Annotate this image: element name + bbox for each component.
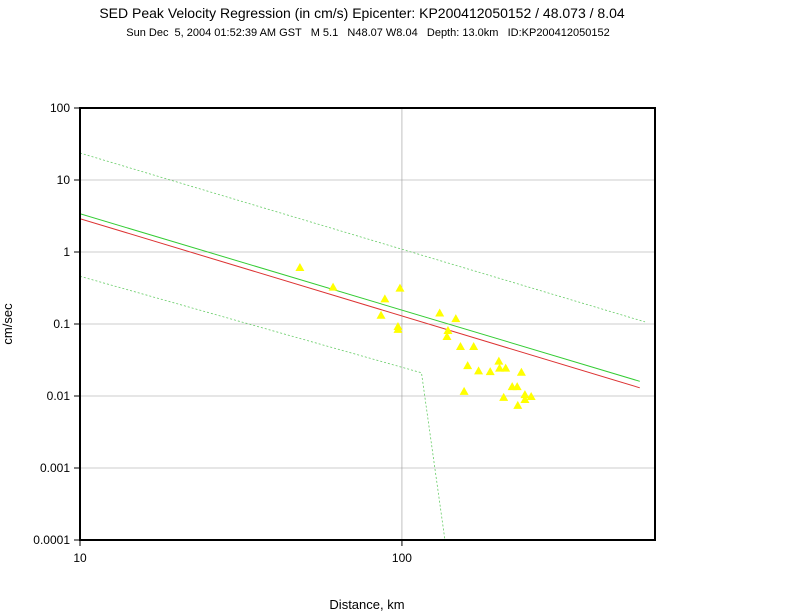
- data-point: [469, 341, 479, 350]
- chart-title: SED Peak Velocity Regression (in cm/s) E…: [99, 5, 625, 21]
- x-tick-label: 10: [73, 551, 87, 565]
- data-point: [520, 394, 530, 403]
- data-point: [295, 262, 305, 271]
- data-point: [501, 363, 511, 372]
- plot-frame: [79, 107, 656, 541]
- y-tick-label: 1: [63, 245, 70, 259]
- y-tick-label: 0.1: [53, 317, 70, 331]
- x-axis-label: Distance, km: [329, 597, 404, 612]
- data-point: [455, 341, 465, 350]
- data-point: [520, 390, 530, 399]
- regression-line: [80, 213, 640, 382]
- data-point: [495, 363, 505, 372]
- y-tick-label: 0.01: [47, 389, 71, 403]
- data-point: [499, 392, 509, 401]
- data-point: [443, 325, 453, 334]
- data-point: [451, 314, 461, 323]
- y-tick-label: 100: [50, 101, 70, 115]
- data-point: [376, 310, 386, 319]
- data-point: [485, 367, 495, 376]
- chart-subtitle: Sun Dec 5, 2004 01:52:39 AM GST M 5.1 N4…: [126, 27, 609, 39]
- x-tick-label: 100: [392, 551, 412, 565]
- data-point: [463, 361, 473, 370]
- regression-line: [80, 152, 646, 323]
- data-point: [526, 391, 536, 400]
- y-tick-label: 0.001: [40, 461, 70, 475]
- regression-line: [80, 275, 446, 540]
- y-tick-label: 0.0001: [33, 533, 70, 547]
- data-point: [393, 321, 403, 330]
- data-point: [513, 400, 523, 409]
- data-point: [395, 283, 405, 292]
- data-point: [512, 382, 522, 391]
- data-point: [442, 331, 452, 340]
- data-point: [435, 308, 445, 317]
- data-point: [494, 356, 504, 365]
- data-point: [380, 294, 390, 303]
- data-point: [474, 366, 484, 375]
- data-point: [459, 386, 469, 395]
- regression-line: [80, 218, 640, 389]
- y-tick-label: 10: [57, 173, 71, 187]
- data-point: [516, 367, 526, 376]
- data-point: [328, 282, 338, 291]
- y-axis-label: cm/sec: [0, 303, 15, 345]
